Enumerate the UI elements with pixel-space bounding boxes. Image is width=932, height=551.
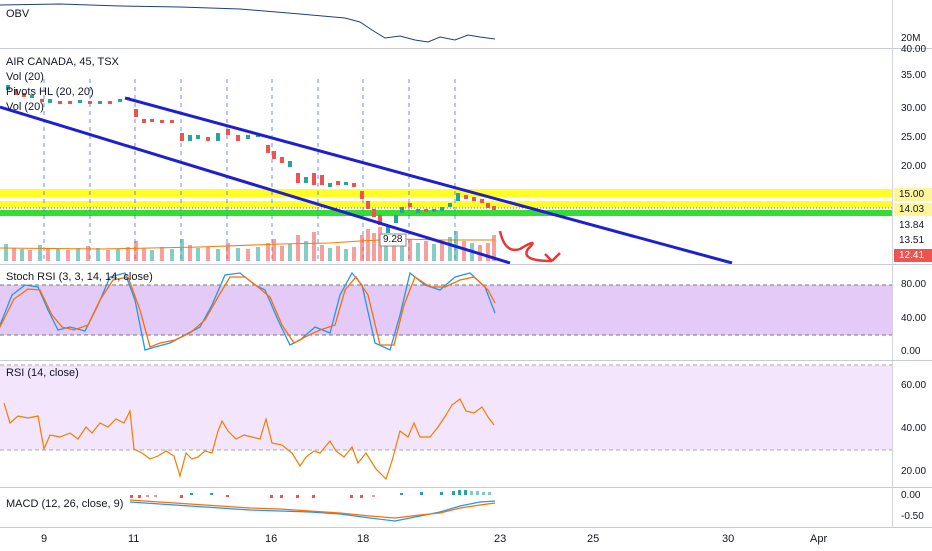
price-tick-20: 20.00 [901, 161, 927, 172]
pivot-low-label: 9.28 [383, 234, 403, 245]
stoch-rsi-pane[interactable]: Stoch RSI (3, 3, 14, 14, close) 80.00 40… [0, 265, 932, 360]
price-pane[interactable]: 9.28 AIR CANADA, 45, TSX Vol (20) Pivots… [0, 45, 932, 264]
macd-tick-0: 0.00 [901, 490, 921, 501]
time-label-30: 30 [722, 533, 735, 545]
stoch-tick-80: 80.00 [901, 279, 927, 290]
rsi-band [0, 365, 892, 450]
price-plot [0, 79, 892, 264]
price-tick-35: 35.00 [901, 70, 927, 81]
time-label-16: 16 [265, 533, 278, 545]
support-band-green [0, 210, 892, 216]
macd-plot [129, 490, 496, 522]
price-tick-30: 30.00 [901, 103, 927, 114]
rsi-tick-40: 40.00 [901, 423, 927, 434]
time-label-25: 25 [587, 533, 600, 545]
price-tick-25: 25.00 [901, 132, 927, 143]
stoch-axis[interactable]: 80.00 40.00 0.00 [892, 265, 932, 360]
rsi-pane[interactable]: RSI (14, close) 60.00 40.00 20.00 [0, 361, 932, 487]
obv-line [0, 3, 496, 43]
resistance-band-yellow [0, 189, 892, 197]
time-axis[interactable]: 9 11 16 18 23 25 30 Apr [0, 527, 932, 551]
obv-pane[interactable]: OBV 20M [0, 0, 932, 48]
time-label-11: 11 [128, 533, 140, 545]
channel-upper-line[interactable] [124, 96, 733, 264]
time-label-18: 18 [357, 533, 370, 545]
channel-lower-line[interactable] [0, 105, 511, 264]
obv-title: OBV [6, 8, 30, 20]
stoch-plot [0, 271, 892, 351]
price-tag-13-84: 13.84 [899, 220, 925, 231]
indicator-pivots-label[interactable]: Pivots HL (20, 20) [6, 86, 94, 98]
price-tag-current: 12.41 [894, 249, 932, 262]
macd-axis[interactable]: 0.00 -0.50 [892, 488, 932, 527]
time-label-23: 23 [494, 533, 507, 545]
macd-title[interactable]: MACD (12, 26, close, 9) [6, 498, 124, 510]
macd-line [129, 500, 496, 522]
obv-axis[interactable]: 20M [892, 0, 932, 48]
rsi-tick-60: 60.00 [901, 380, 927, 391]
price-candles [6, 85, 496, 233]
volume-bars [4, 227, 496, 261]
pivot-label-box [379, 233, 407, 247]
symbol-title[interactable]: AIR CANADA, 45, TSX [6, 56, 119, 68]
price-axis[interactable]: 40.00 35.00 30.00 25.00 20.00 15.00 14.0… [892, 45, 932, 264]
price-tag-13-51: 13.51 [899, 235, 925, 246]
stoch-band [0, 285, 892, 335]
forecast-arrow[interactable] [498, 230, 561, 263]
volume-ma-line [0, 238, 495, 250]
price-tag-14-03: 14.03 [894, 203, 932, 216]
pane-separator[interactable] [0, 264, 932, 265]
support-band-yellow [0, 201, 892, 208]
macd-signal-line [129, 499, 496, 519]
obv-scale-label: 20M [901, 33, 921, 44]
macd-histogram [130, 490, 491, 498]
macd-tick-neg: -0.50 [901, 511, 924, 522]
indicator-vol2-label[interactable]: Vol (20) [6, 101, 44, 113]
obv-plot [0, 3, 496, 43]
obv-axis-top-tick: 40.00 [901, 44, 927, 55]
stoch-title[interactable]: Stoch RSI (3, 3, 14, 14, close) [6, 271, 153, 283]
time-label-apr: Apr [810, 533, 828, 545]
stoch-d-line [0, 275, 496, 348]
session-dividers [43, 79, 456, 261]
rsi-line [3, 398, 495, 481]
rsi-axis[interactable]: 60.00 40.00 20.00 [892, 361, 932, 487]
stoch-tick-40: 40.00 [901, 313, 927, 324]
rsi-tick-20: 20.00 [901, 466, 927, 477]
time-label-9: 9 [41, 533, 48, 545]
indicator-vol-label[interactable]: Vol (20) [6, 71, 44, 83]
stoch-tick-0: 0.00 [901, 346, 921, 357]
pane-separator[interactable] [0, 360, 932, 361]
pane-separator[interactable] [0, 48, 932, 49]
pane-separator[interactable] [0, 487, 932, 488]
rsi-plot [0, 364, 892, 481]
price-tag-15: 15.00 [894, 188, 932, 201]
rsi-title[interactable]: RSI (14, close) [6, 367, 79, 379]
macd-pane[interactable]: MACD (12, 26, close, 9) 0.00 -0.50 [0, 488, 932, 527]
